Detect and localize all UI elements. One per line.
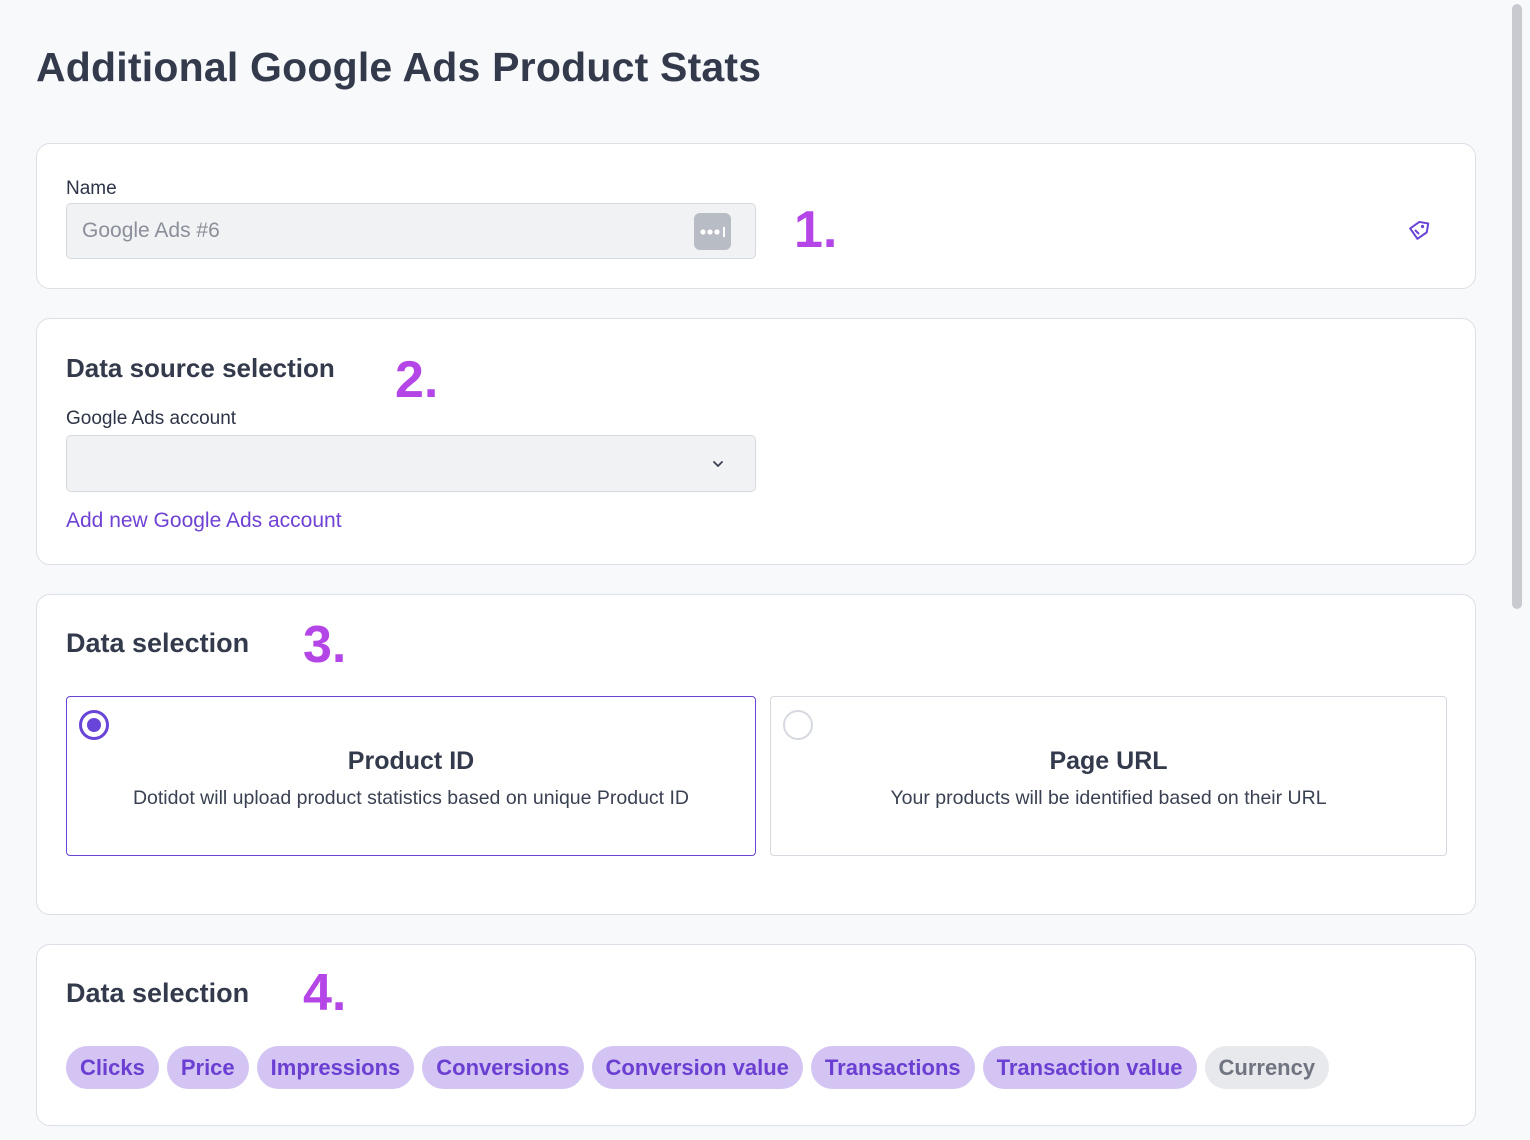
chip-impressions[interactable]: Impressions bbox=[256, 1046, 415, 1089]
option-description: Dotidot will upload product statistics b… bbox=[132, 787, 690, 809]
option-title: Page URL bbox=[1049, 747, 1168, 775]
data-selection-card-metrics: Data selection 4. Clicks Price Impressio… bbox=[36, 944, 1476, 1126]
chip-conversions[interactable]: Conversions bbox=[422, 1046, 584, 1089]
chip-transaction-value[interactable]: Transaction value bbox=[982, 1046, 1197, 1089]
vertical-scrollbar[interactable] bbox=[1503, 0, 1530, 1140]
name-card: Name Google Ads #6 1. bbox=[36, 143, 1476, 289]
option-page-url[interactable]: Page URL Your products will be identifie… bbox=[770, 696, 1447, 856]
data-source-card: Data source selection 2. Google Ads acco… bbox=[36, 318, 1476, 565]
name-label: Name bbox=[66, 178, 117, 199]
chip-conversion-value[interactable]: Conversion value bbox=[591, 1046, 803, 1089]
option-title: Product ID bbox=[347, 747, 475, 775]
name-field[interactable]: Google Ads #6 bbox=[66, 203, 756, 259]
add-google-ads-account-link[interactable]: Add new Google Ads account bbox=[66, 509, 342, 532]
google-ads-account-label: Google Ads account bbox=[66, 408, 237, 429]
step-number-1: 1. bbox=[794, 201, 838, 259]
more-dots-icon[interactable] bbox=[694, 213, 731, 250]
chip-currency[interactable]: Currency bbox=[1204, 1046, 1330, 1089]
radio-page-url[interactable] bbox=[783, 710, 813, 740]
google-ads-account-select[interactable] bbox=[66, 435, 756, 492]
name-field-value: Google Ads #6 bbox=[82, 219, 220, 242]
step-number-3: 3. bbox=[303, 616, 347, 674]
data-source-heading: Data source selection bbox=[66, 353, 335, 383]
data-selection-heading: Data selection bbox=[66, 978, 250, 1008]
metric-chips: Clicks Price Impressions Conversions Con… bbox=[66, 1046, 1330, 1089]
chip-price[interactable]: Price bbox=[166, 1046, 249, 1089]
data-selection-card-identifier: Data selection 3. Product ID Dotidot wil… bbox=[36, 594, 1476, 915]
page-title: Additional Google Ads Product Stats bbox=[36, 44, 762, 90]
option-product-id[interactable]: Product ID Dotidot will upload product s… bbox=[66, 696, 756, 856]
step-number-4: 4. bbox=[303, 964, 347, 1022]
option-description: Your products will be identified based o… bbox=[890, 787, 1327, 809]
chip-clicks[interactable]: Clicks bbox=[66, 1046, 159, 1089]
tag-icon[interactable] bbox=[1407, 218, 1431, 242]
radio-product-id[interactable] bbox=[79, 710, 109, 740]
step-number-2: 2. bbox=[395, 351, 439, 409]
scrollbar-thumb[interactable] bbox=[1512, 4, 1522, 609]
chevron-down-icon bbox=[713, 461, 723, 467]
chip-transactions[interactable]: Transactions bbox=[810, 1046, 975, 1089]
data-selection-heading: Data selection bbox=[66, 628, 250, 658]
